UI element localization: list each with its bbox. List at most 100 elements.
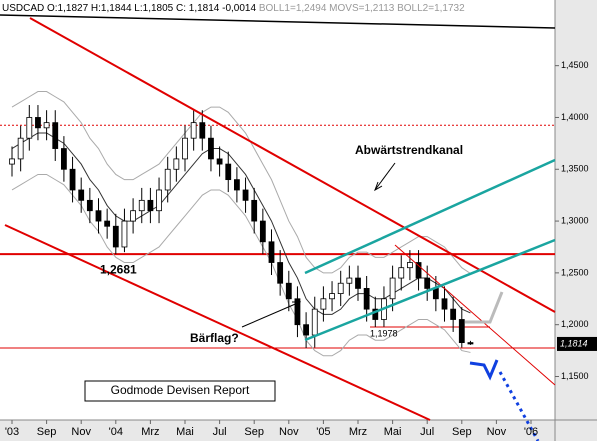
- candle-body: [458, 319, 465, 344]
- level-label: 1,2681: [100, 262, 137, 276]
- candle-body: [225, 163, 232, 181]
- x-tick-label: Nov: [487, 426, 507, 438]
- projection: [469, 359, 499, 381]
- candle-body: [432, 288, 439, 300]
- candle-body: [164, 168, 171, 191]
- x-tick-label: '05: [316, 426, 330, 438]
- candle-body: [372, 308, 379, 320]
- annotation: Abwärtstrendkanal: [355, 143, 463, 157]
- trend-line: [304, 158, 556, 275]
- pen-line: [0, 14, 556, 29]
- candle-body: [173, 158, 180, 170]
- candle-body: [95, 210, 102, 222]
- y-tick-label: 1,4500: [561, 60, 589, 70]
- candle-body: [130, 210, 137, 222]
- candle-body: [61, 148, 67, 170]
- y-tick-label: 1,1500: [561, 371, 589, 381]
- footer: Godmode Devisen Report: [111, 383, 250, 397]
- y-tick-label: 1,3500: [561, 164, 589, 174]
- trend-line: [394, 244, 556, 386]
- candle-body: [251, 199, 258, 222]
- candle-body: [311, 308, 318, 336]
- candle-body: [277, 262, 284, 284]
- x-tick-label: '06: [524, 426, 538, 438]
- trend-line: [29, 17, 556, 313]
- candle-body: [121, 220, 128, 248]
- candle-body: [233, 179, 240, 191]
- x-tick-label: Mai: [176, 426, 194, 438]
- candle-body: [406, 262, 413, 269]
- time-axis: [0, 420, 597, 441]
- candle-body: [43, 122, 50, 129]
- projection: [498, 371, 540, 441]
- candle-body: [112, 225, 119, 248]
- footer-box: [84, 380, 276, 402]
- x-tick-label: Sep: [244, 426, 264, 438]
- x-tick-label: Nov: [71, 426, 91, 438]
- candle-body: [259, 220, 266, 243]
- header: USDCAD O:1,1827 H:1,1844 L:1,1805 C: 1,1…: [2, 3, 465, 14]
- x-tick-label: '04: [109, 426, 123, 438]
- x-tick-label: Sep: [37, 426, 57, 438]
- candle-body: [285, 282, 292, 300]
- level-label: 1,1978: [370, 328, 398, 338]
- candle-body: [138, 199, 145, 212]
- candle-body: [182, 137, 188, 160]
- last-price-label: 1,1814: [560, 338, 588, 348]
- candle-body: [35, 117, 41, 129]
- x-tick-label: Mrz: [141, 426, 159, 438]
- candle-body: [26, 117, 33, 139]
- candle-body: [208, 137, 214, 160]
- arrow-head: [374, 181, 383, 192]
- candle-body: [363, 288, 370, 310]
- header-indicators: BOLL1=1,2494 MOVS=1,2113 BOLL2=1,1732: [259, 3, 465, 14]
- candle-body: [69, 168, 76, 191]
- plot: [0, 91, 555, 357]
- y-tick-label: 1,2000: [561, 319, 589, 329]
- candle-body: [9, 158, 15, 165]
- indicator-line: [11, 91, 471, 274]
- candle-body: [17, 137, 24, 160]
- y-tick-label: 1,4000: [561, 112, 589, 122]
- candle-body: [104, 220, 111, 227]
- projection: [465, 291, 504, 324]
- candle-body: [467, 342, 474, 345]
- candle-body: [337, 282, 344, 294]
- header-title: USDCAD O:1,1827 H:1,1844 L:1,1805 C: 1,1…: [2, 3, 256, 14]
- candle-body: [355, 277, 361, 289]
- candle-body: [294, 298, 301, 326]
- arrow: [241, 301, 301, 328]
- candle-body: [78, 189, 85, 201]
- indicator-line: [11, 173, 471, 357]
- candle-body: [86, 199, 93, 212]
- x-tick-label: Sep: [452, 426, 472, 438]
- candle-body: [303, 324, 310, 336]
- candle-body: [320, 298, 327, 310]
- candle-body: [424, 277, 431, 289]
- x-tick-label: '03: [5, 426, 19, 438]
- candle-body: [242, 189, 249, 201]
- x-tick-label: Nov: [279, 426, 299, 438]
- trend-line: [304, 238, 556, 342]
- candle-body: [190, 122, 197, 139]
- x-tick-label: Jul: [213, 426, 227, 438]
- y-tick-label: 1,3000: [561, 215, 589, 225]
- candle-body: [415, 262, 422, 279]
- candle-body: [346, 277, 353, 284]
- x-tick-label: Mrz: [349, 426, 367, 438]
- arrow: [374, 162, 396, 191]
- candle-body: [156, 189, 162, 212]
- x-tick-label: Jul: [420, 426, 434, 438]
- candle-body: [199, 122, 206, 139]
- candle-body: [398, 267, 405, 279]
- y-tick-label: 1,2500: [561, 267, 589, 277]
- annotation: Bärflag?: [190, 331, 239, 345]
- candle-body: [329, 293, 335, 300]
- candle-body: [216, 158, 223, 165]
- arrow-head: [292, 301, 302, 309]
- candle-body: [268, 241, 275, 263]
- candle-body: [147, 199, 154, 212]
- trend-line: [4, 224, 431, 421]
- last-price-box: [557, 336, 597, 351]
